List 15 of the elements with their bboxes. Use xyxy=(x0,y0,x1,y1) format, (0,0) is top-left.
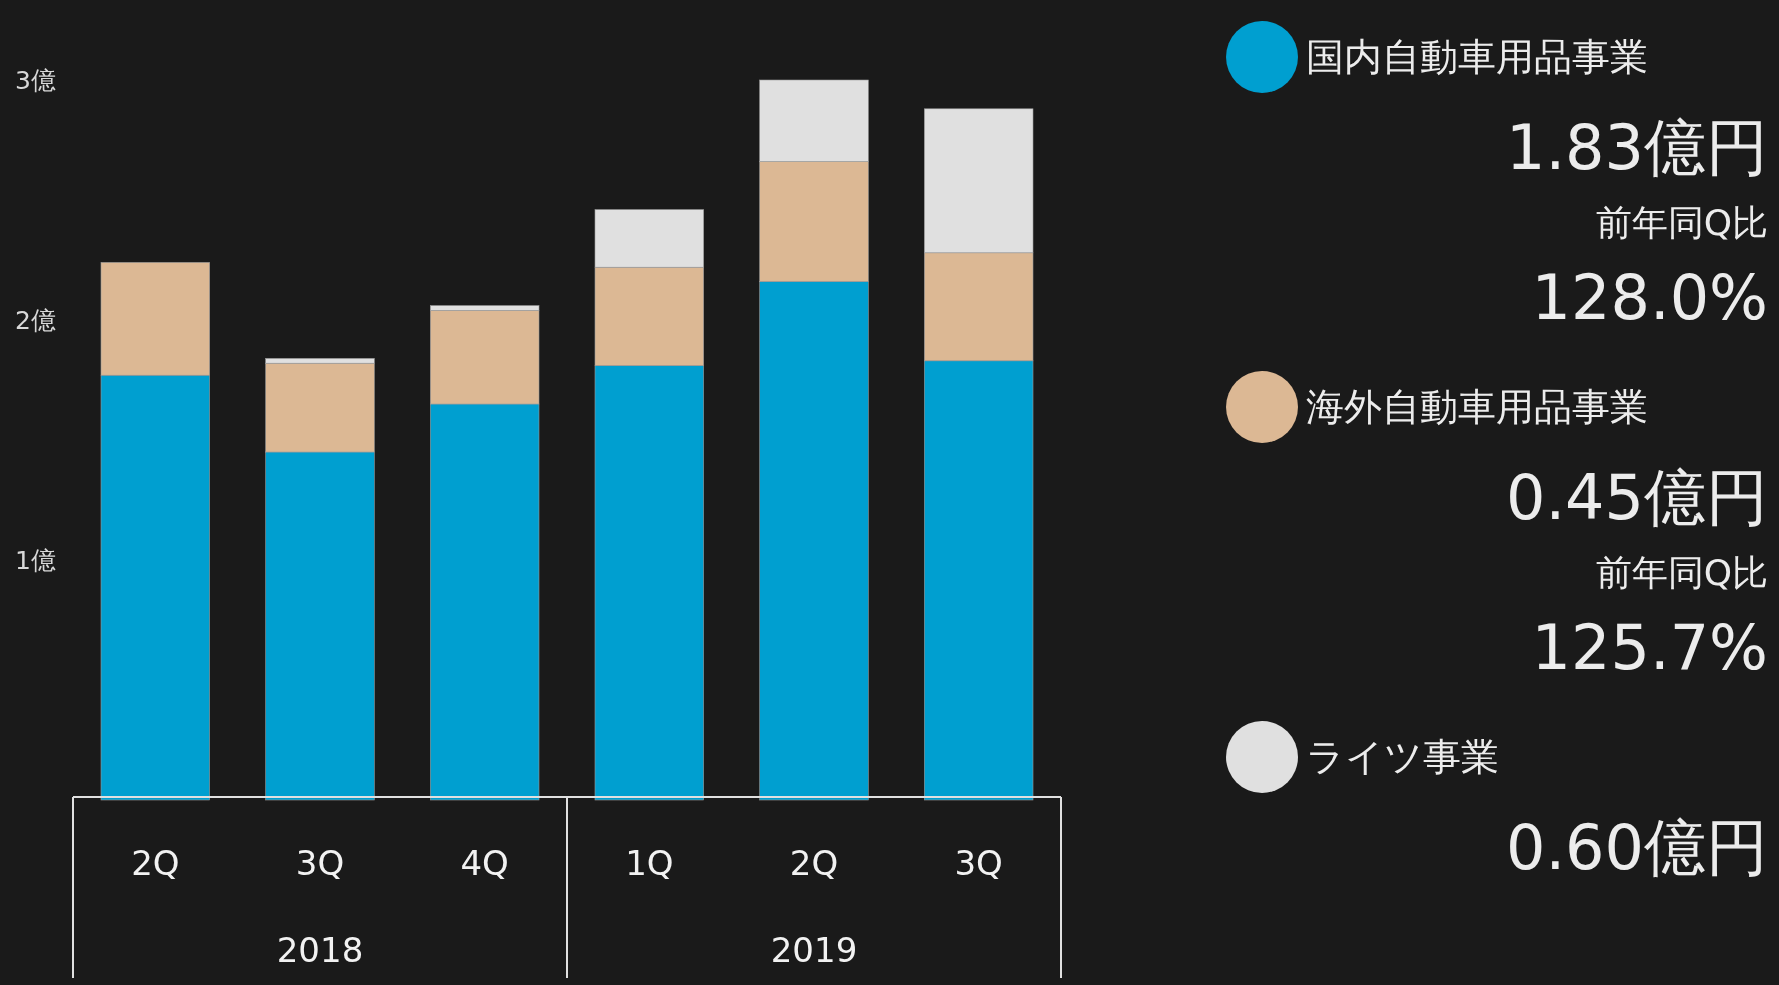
y-tick-label: 1億 xyxy=(15,545,56,575)
legend: 国内自動車用品事業 1.83億円 前年同Q比 128.0% 海外自動車用品事業 0.45億円 前年同Q比 125.7% ライツ事業 0.60億円 xyxy=(1226,21,1768,884)
y-tick-label: 2億 xyxy=(15,305,56,335)
y-tick-label: 3億 xyxy=(15,65,56,95)
x-tick-label: 4Q xyxy=(460,843,509,883)
text: 2019 xyxy=(770,930,858,970)
legend-label: 国内自動車用品事業 xyxy=(1306,35,1648,79)
legend-label: ライツ事業 xyxy=(1306,735,1499,779)
x-tick-label: 3Q xyxy=(954,843,1003,883)
legend-label: 海外自動車用品事業 xyxy=(1306,385,1648,429)
x-tick-label: 3Q xyxy=(295,843,345,883)
x-tick-label: 1Q xyxy=(625,843,674,883)
x-tick-label: 2Q xyxy=(131,843,180,883)
x-tick-label: 2Q xyxy=(789,843,839,883)
text: 2018 xyxy=(276,930,364,970)
